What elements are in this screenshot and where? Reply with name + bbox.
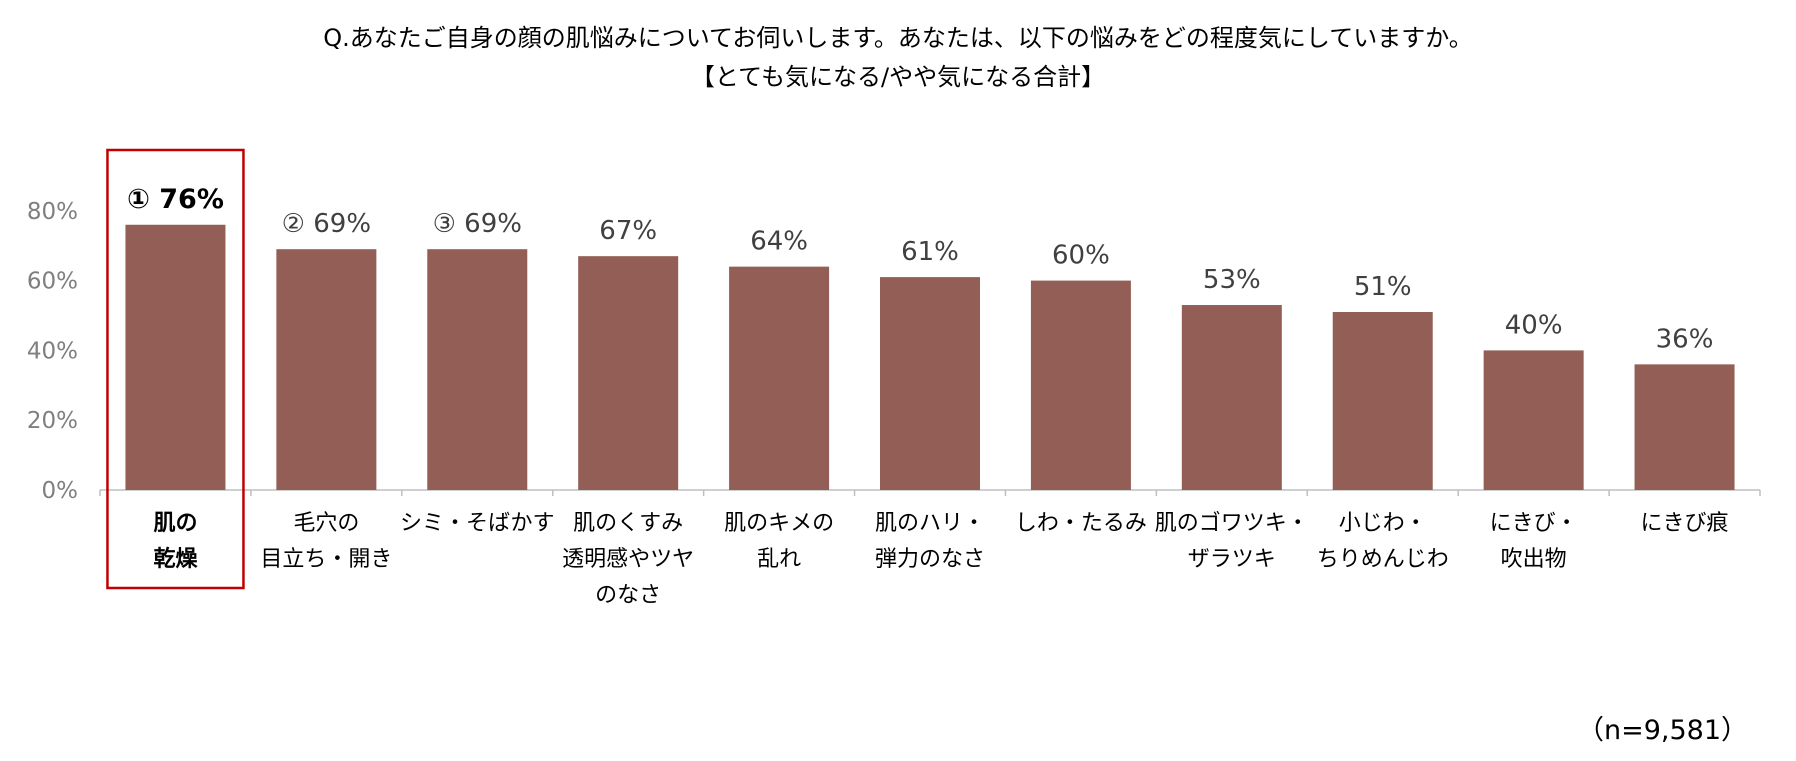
data-label: 67% bbox=[599, 216, 657, 246]
category-label: のなさ bbox=[595, 583, 661, 608]
category-label: 小じわ・ bbox=[1339, 511, 1427, 536]
category-label: 乱れ bbox=[757, 547, 801, 572]
data-label: 64% bbox=[750, 227, 808, 257]
category-label: 肌のゴワツキ・ bbox=[1155, 511, 1309, 536]
bar bbox=[578, 256, 679, 490]
bar bbox=[729, 266, 830, 490]
bar bbox=[276, 249, 377, 490]
bar bbox=[1030, 280, 1131, 490]
data-label: ② 69% bbox=[282, 209, 371, 239]
category-label: 毛穴の bbox=[293, 511, 359, 536]
y-tick-label: 60% bbox=[27, 269, 78, 295]
bar bbox=[1483, 350, 1584, 490]
bar bbox=[125, 224, 226, 490]
y-tick-label: 20% bbox=[27, 408, 78, 434]
bar bbox=[1181, 305, 1282, 490]
y-tick-label: 40% bbox=[27, 338, 78, 364]
bar bbox=[1634, 364, 1735, 490]
category-label: 肌のハリ・ bbox=[875, 511, 985, 536]
category-label: 肌のくすみ bbox=[573, 511, 683, 536]
sample-size-note: （n=9,581） bbox=[1576, 715, 1748, 746]
data-label: 60% bbox=[1052, 241, 1110, 271]
chart-subtitle: 【とても気になる/やや気になる合計】 bbox=[690, 63, 1106, 91]
data-label: 61% bbox=[901, 237, 959, 267]
category-label: 肌の bbox=[153, 511, 197, 536]
y-tick-label: 80% bbox=[27, 199, 78, 225]
bar bbox=[1332, 312, 1433, 490]
bar bbox=[880, 277, 980, 490]
chart-title: Q.あなたご自身の顔の肌悩みについてお伺いします。あなたは、以下の悩みをどの程度… bbox=[323, 24, 1473, 52]
category-label: 目立ち・開き bbox=[260, 547, 392, 572]
category-label: ザラツキ bbox=[1188, 547, 1276, 572]
data-label: 53% bbox=[1203, 265, 1261, 295]
category-label: 吹出物 bbox=[1501, 547, 1567, 572]
data-label: ① 76% bbox=[127, 184, 224, 215]
bar bbox=[427, 249, 528, 490]
category-label: 肌のキメの bbox=[724, 511, 834, 536]
category-label: しわ・たるみ bbox=[1015, 511, 1147, 536]
category-label: 乾燥 bbox=[153, 546, 198, 572]
data-label: ③ 69% bbox=[433, 209, 522, 239]
category-label: にきび痕 bbox=[1641, 511, 1729, 536]
data-label: 51% bbox=[1354, 272, 1412, 302]
category-label: にきび・ bbox=[1490, 511, 1578, 536]
data-label: 40% bbox=[1505, 310, 1563, 340]
category-label: ちりめんじわ bbox=[1317, 547, 1449, 572]
y-tick-label: 0% bbox=[42, 478, 79, 504]
category-label: 弾力のなさ bbox=[875, 547, 985, 572]
highlight-box bbox=[106, 148, 245, 590]
category-label: シミ・そばかす bbox=[400, 511, 554, 536]
category-label: 透明感やツヤ bbox=[562, 547, 694, 572]
data-label: 36% bbox=[1656, 324, 1714, 354]
